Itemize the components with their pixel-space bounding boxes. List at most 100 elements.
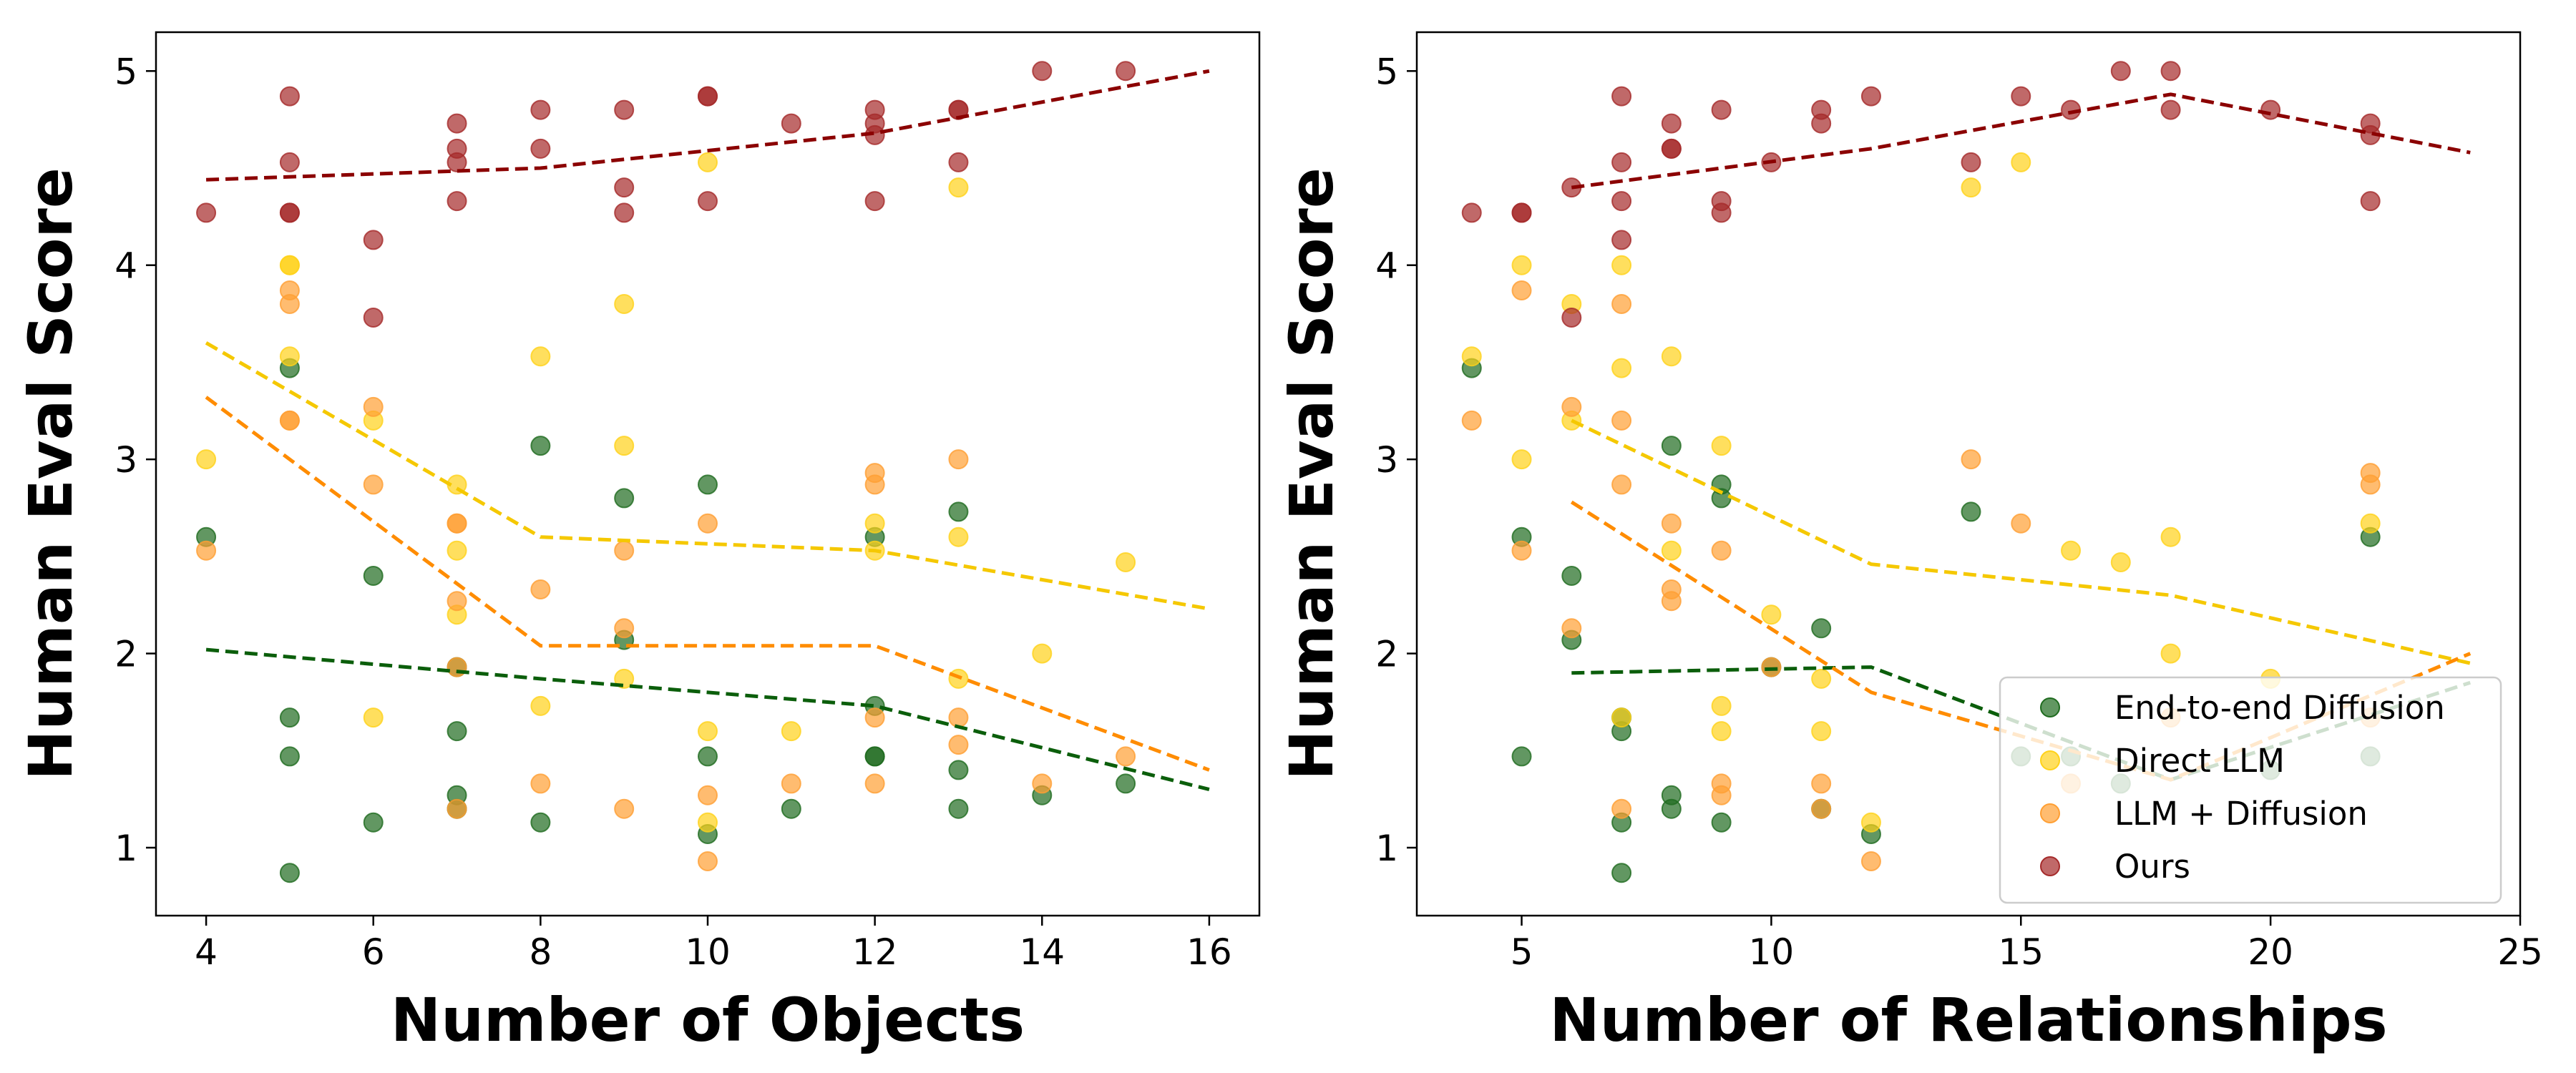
point-2-5: [363, 396, 384, 417]
point-1-6: [1611, 358, 1632, 378]
point-2-18: [1860, 851, 1881, 871]
point-3-22: [2110, 61, 2131, 82]
point-3-2: [279, 152, 300, 172]
trend-line-3: [1571, 92, 2471, 190]
x-tick-label: 20: [2248, 931, 2293, 973]
point-0-15: [698, 474, 718, 495]
point-1-13: [1761, 604, 1782, 625]
point-2-6: [363, 474, 384, 495]
point-1-24: [1116, 552, 1136, 572]
point-3-8: [1611, 230, 1632, 250]
point-3-12: [1711, 99, 1732, 120]
point-2-25: [948, 449, 969, 470]
point-2-17: [1811, 798, 1832, 819]
point-3-2: [1511, 202, 1532, 223]
point-1-9: [1661, 540, 1682, 561]
legend-marker-0: [2040, 697, 2060, 717]
point-2-28: [1032, 773, 1053, 794]
point-2-12: [1711, 540, 1732, 561]
point-2-2: [279, 294, 300, 314]
y-tick-label: 4: [1375, 245, 1398, 287]
point-0-11: [1661, 798, 1682, 819]
legend-marker-1: [2040, 750, 2060, 770]
point-0-12: [530, 812, 551, 833]
point-1-17: [781, 721, 801, 742]
point-2-19: [1961, 449, 1981, 470]
point-0-2: [279, 707, 300, 728]
point-2-15: [1761, 657, 1782, 677]
point-1-22: [2160, 643, 2181, 664]
point-2-4: [279, 410, 300, 431]
x-tick-label: 10: [1749, 931, 1795, 973]
x-tick-label: 16: [1186, 931, 1232, 973]
point-3-0: [196, 202, 217, 223]
point-2-0: [196, 540, 217, 561]
point-2-26: [948, 707, 969, 728]
point-3-5: [363, 230, 384, 250]
point-2-7: [1611, 474, 1632, 495]
point-1-17: [1961, 177, 1981, 198]
point-0-16: [698, 746, 718, 767]
point-2-11: [1661, 591, 1682, 612]
y-tick-label: 3: [1375, 439, 1398, 481]
point-3-10: [447, 191, 467, 212]
point-3-1: [279, 86, 300, 107]
x-tick-label: 6: [362, 931, 385, 973]
point-3-5: [1611, 86, 1632, 107]
point-2-2: [1511, 540, 1532, 561]
point-2-11: [447, 798, 467, 819]
point-1-15: [1811, 721, 1832, 742]
relationships-panel: 5 10 15 20 25 1 2 3 4 5 Number of Relationships Hum…: [1277, 31, 2543, 1055]
point-0-6: [363, 812, 384, 833]
trend-line-0: [205, 647, 1210, 791]
point-3-0: [1461, 202, 1482, 223]
y-axis-label: Human Eval Score: [1277, 167, 1347, 780]
point-0-8: [1611, 863, 1632, 883]
point-2-29: [1116, 746, 1136, 767]
point-0-11: [530, 436, 551, 456]
y-tick-label: 5: [1375, 51, 1398, 92]
point-2-12: [530, 579, 551, 599]
point-3-18: [1860, 86, 1881, 107]
point-3-7: [447, 113, 467, 134]
x-tick-label: 12: [852, 931, 898, 973]
point-3-23: [864, 191, 885, 212]
point-1-19: [2061, 540, 2082, 561]
point-3-28: [1116, 61, 1136, 82]
point-3-24: [2160, 99, 2181, 120]
point-1-22: [948, 668, 969, 689]
point-3-19: [781, 113, 801, 134]
point-1-16: [1860, 812, 1881, 833]
point-2-8: [447, 513, 467, 534]
point-3-4: [279, 202, 300, 223]
point-1-0: [1461, 346, 1482, 367]
point-3-14: [1711, 202, 1732, 223]
point-3-18: [698, 191, 718, 212]
point-2-20: [781, 773, 801, 794]
point-3-19: [1961, 152, 1981, 172]
point-1-20: [948, 177, 969, 198]
trend-line-1: [205, 341, 1210, 611]
point-1-21: [948, 526, 969, 547]
point-0-23: [948, 501, 969, 522]
point-2-0: [1461, 410, 1482, 431]
point-1-15: [698, 721, 718, 742]
point-1-18: [864, 513, 885, 534]
point-0-25: [948, 798, 969, 819]
point-2-1: [1511, 280, 1532, 300]
point-2-17: [698, 513, 718, 534]
y-tick-label: 1: [1375, 828, 1398, 869]
plot-frame: [1415, 31, 2522, 917]
point-1-14: [698, 152, 718, 172]
point-2-23: [864, 707, 885, 728]
x-tick-label: 15: [1998, 931, 2044, 973]
point-2-4: [1561, 618, 1582, 639]
y-tick-label: 2: [1375, 634, 1398, 675]
y-tick-label: 2: [114, 634, 137, 675]
point-1-1: [1511, 255, 1532, 275]
point-1-16: [698, 812, 718, 833]
point-1-20: [2110, 552, 2131, 572]
legend-marker-2: [2040, 803, 2060, 823]
point-0-9: [1661, 436, 1682, 456]
